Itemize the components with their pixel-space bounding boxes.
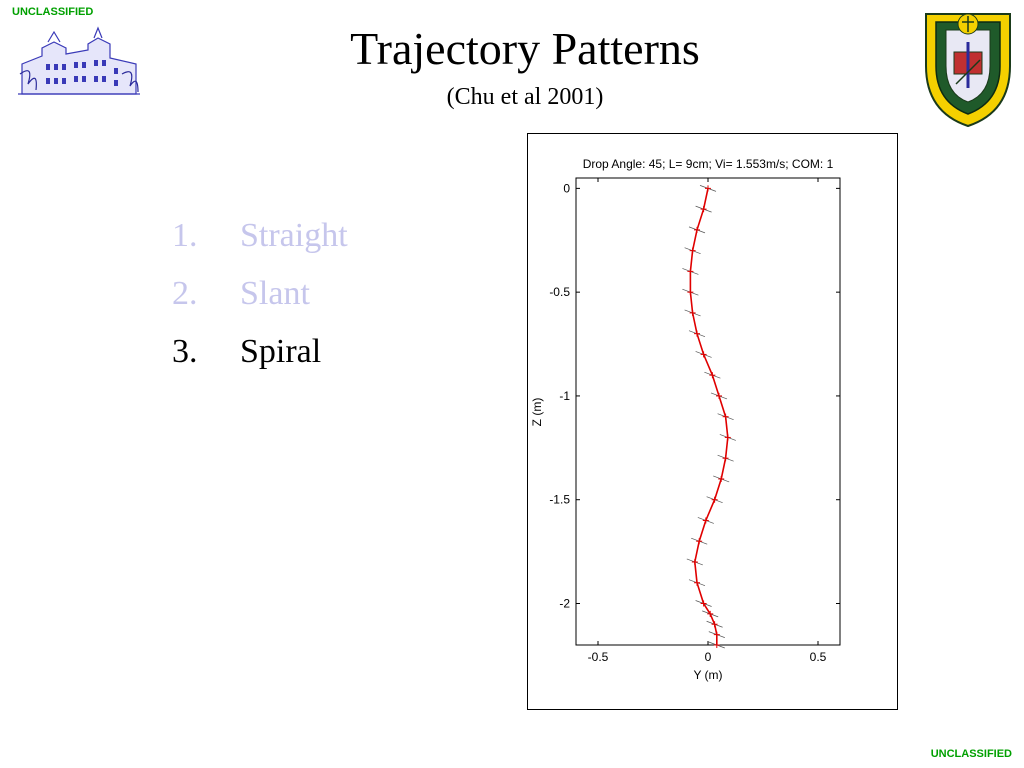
trajectory-point: [710, 392, 728, 400]
trajectory-point: [688, 330, 706, 337]
x-axis: -0.5 0 0.5: [588, 178, 827, 664]
plot-axes-box: [575, 177, 841, 646]
y-tick-label: -2: [559, 596, 570, 610]
trajectory-point: [695, 205, 712, 213]
trajectory-point: [708, 631, 725, 638]
y-axis: 0 -0.5 -1 -1.5 -2: [549, 181, 840, 610]
classification-label-top: UNCLASSIFIED: [12, 6, 94, 18]
trajectory-point: [688, 579, 706, 587]
classification-label-bottom: UNCLASSIFIED: [930, 748, 1012, 760]
x-axis-label: Y (m): [693, 668, 722, 682]
list-item-label: Slant: [240, 275, 310, 312]
list-item-straight: 1. Straight: [172, 212, 348, 270]
trajectory-point: [684, 309, 701, 317]
list-item-number: 3.: [172, 333, 198, 370]
x-tick-label: 0: [705, 650, 712, 664]
list-item-number: 2.: [172, 275, 198, 312]
trajectory-point: [702, 610, 719, 618]
list-item-slant: 2. Slant: [172, 270, 348, 328]
y-tick-label: -0.5: [549, 285, 570, 299]
y-axis-label: Z (m): [530, 398, 544, 427]
building-logo: [18, 26, 140, 95]
trajectory-point: [717, 413, 734, 421]
chart-title: Drop Angle: 45; L= 9cm; Vi= 1.553m/s; CO…: [583, 157, 834, 171]
trajectory-point: [697, 517, 714, 524]
trajectory-point: [695, 600, 712, 607]
y-tick-label: -1.5: [549, 493, 570, 507]
trajectory-point: [706, 620, 723, 628]
school-seal-logo: [925, 13, 1011, 128]
trajectory-line: [689, 188, 729, 645]
trajectory-point: [713, 475, 730, 483]
list-item-number: 1.: [172, 217, 198, 254]
trajectory-chart: Drop Angle: 45; L= 9cm; Vi= 1.553m/s; CO…: [530, 157, 841, 682]
trajectory-point: [717, 454, 734, 462]
page-title: Trajectory Patterns: [350, 23, 700, 74]
pattern-list: 1. Straight 2. Slant 3. Spiral: [172, 212, 348, 386]
y-tick-label: 0: [563, 181, 570, 195]
list-item-spiral: 3. Spiral: [172, 328, 348, 386]
page-subtitle: (Chu et al 2001): [446, 84, 604, 110]
x-tick-label: 0.5: [810, 650, 827, 664]
trajectory-point: [682, 268, 699, 275]
trajectory-point: [686, 558, 703, 566]
list-item-label: Straight: [240, 217, 348, 254]
trajectory-point: [682, 288, 699, 296]
trajectory-figure: Drop Angle: 45; L= 9cm; Vi= 1.553m/s; CO…: [527, 133, 898, 710]
trajectory-point: [699, 185, 717, 192]
trajectory-series: [682, 185, 736, 649]
list-item-label: Spiral: [240, 333, 322, 370]
trajectory-point: [706, 496, 723, 504]
trajectory-point: [704, 371, 721, 379]
trajectory-point: [688, 226, 706, 234]
trajectory-point: [695, 351, 712, 358]
trajectory-point: [684, 247, 701, 254]
trajectory-point: [719, 434, 736, 441]
x-tick-label: -0.5: [588, 650, 609, 664]
trajectory-point: [691, 537, 708, 545]
y-tick-label: -1: [559, 389, 570, 403]
trajectory-point: [708, 641, 725, 649]
